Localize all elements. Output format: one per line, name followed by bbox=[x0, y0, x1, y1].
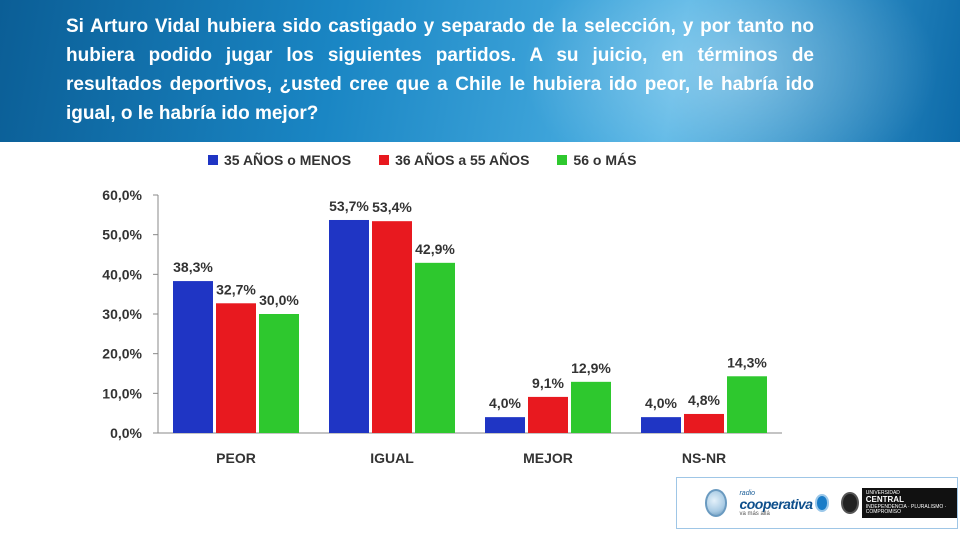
data-label: 4,0% bbox=[645, 395, 677, 411]
y-tick-label: 10,0% bbox=[102, 385, 142, 401]
university-title: CENTRAL bbox=[865, 495, 904, 505]
bar bbox=[641, 417, 681, 433]
universidad-central-logo: UNIVERSIDAD CENTRAL INDEPENDENCIA · PLUR… bbox=[841, 487, 957, 519]
university-motto: INDEPENDENCIA · PLURALISMO · COMPROMISO bbox=[865, 503, 947, 515]
data-label: 4,0% bbox=[489, 395, 521, 411]
university-seal-icon bbox=[841, 491, 859, 514]
category-label: MEJOR bbox=[523, 450, 573, 466]
legend-item-56-or-more: 56 o MÁS bbox=[557, 152, 636, 168]
data-label: 53,7% bbox=[329, 198, 369, 214]
legend-item-35-or-less: 35 AÑOS o MENOS bbox=[208, 152, 351, 168]
bar bbox=[727, 376, 767, 433]
data-label: 32,7% bbox=[216, 281, 256, 297]
cooperativa-logo-main: cooperativa bbox=[739, 495, 813, 512]
data-label: 14,3% bbox=[727, 354, 767, 370]
y-tick-label: 30,0% bbox=[102, 306, 142, 322]
survey-question: Si Arturo Vidal hubiera sido castigado y… bbox=[66, 16, 814, 124]
logo-strip: radio cooperativa va más allá UNIVERSIDA… bbox=[676, 477, 958, 529]
data-label: 9,1% bbox=[532, 375, 564, 391]
category-label: NS-NR bbox=[682, 450, 726, 466]
data-label: 38,3% bbox=[173, 259, 213, 275]
cooperativa-logo-sub: va más allá bbox=[739, 510, 770, 517]
bar bbox=[684, 413, 724, 433]
cooperativa-logo: radio cooperativa va más allá bbox=[739, 489, 813, 517]
y-tick-label: 50,0% bbox=[102, 227, 142, 243]
data-label: 4,8% bbox=[688, 392, 720, 408]
bar bbox=[415, 262, 455, 433]
data-label: 12,9% bbox=[571, 360, 611, 376]
y-tick-label: 60,0% bbox=[102, 187, 142, 203]
data-label: 30,0% bbox=[259, 292, 299, 308]
university-name-box: UNIVERSIDAD CENTRAL INDEPENDENCIA · PLUR… bbox=[861, 487, 957, 519]
bar bbox=[528, 396, 568, 433]
data-label: 42,9% bbox=[415, 241, 455, 257]
legend-swatch-red bbox=[379, 155, 390, 165]
cooperativa-dot-icon bbox=[814, 494, 830, 512]
cooperativa-logo-top: radio bbox=[739, 489, 756, 497]
chart-legend: 35 AÑOS o MENOS 36 AÑOS a 55 AÑOS 56 o M… bbox=[208, 152, 636, 168]
bar bbox=[372, 221, 412, 433]
bar bbox=[329, 219, 369, 433]
category-label: IGUAL bbox=[370, 450, 414, 466]
bar bbox=[485, 417, 525, 433]
bar bbox=[571, 381, 611, 433]
y-tick-label: 20,0% bbox=[102, 346, 142, 362]
bar bbox=[216, 303, 256, 433]
category-label: PEOR bbox=[216, 450, 256, 466]
bar bbox=[259, 314, 299, 433]
bar bbox=[173, 281, 213, 433]
university-small-text: UNIVERSIDAD bbox=[865, 489, 900, 496]
data-label: 53,4% bbox=[372, 199, 412, 215]
header-glow bbox=[520, 0, 940, 142]
y-tick-label: 0,0% bbox=[110, 425, 142, 441]
legend-swatch-blue bbox=[208, 155, 218, 165]
legend-label: 36 AÑOS a 55 AÑOS bbox=[395, 152, 530, 168]
legend-swatch-green bbox=[557, 155, 568, 165]
legend-label: 35 AÑOS o MENOS bbox=[224, 152, 352, 168]
legend-item-36-to-55: 36 AÑOS a 55 AÑOS bbox=[379, 152, 529, 168]
globe-logo-icon bbox=[705, 489, 728, 517]
y-tick-label: 40,0% bbox=[102, 266, 142, 282]
legend-label: 56 o MÁS bbox=[573, 152, 637, 168]
header-banner: Si Arturo Vidal hubiera sido castigado y… bbox=[0, 0, 960, 142]
